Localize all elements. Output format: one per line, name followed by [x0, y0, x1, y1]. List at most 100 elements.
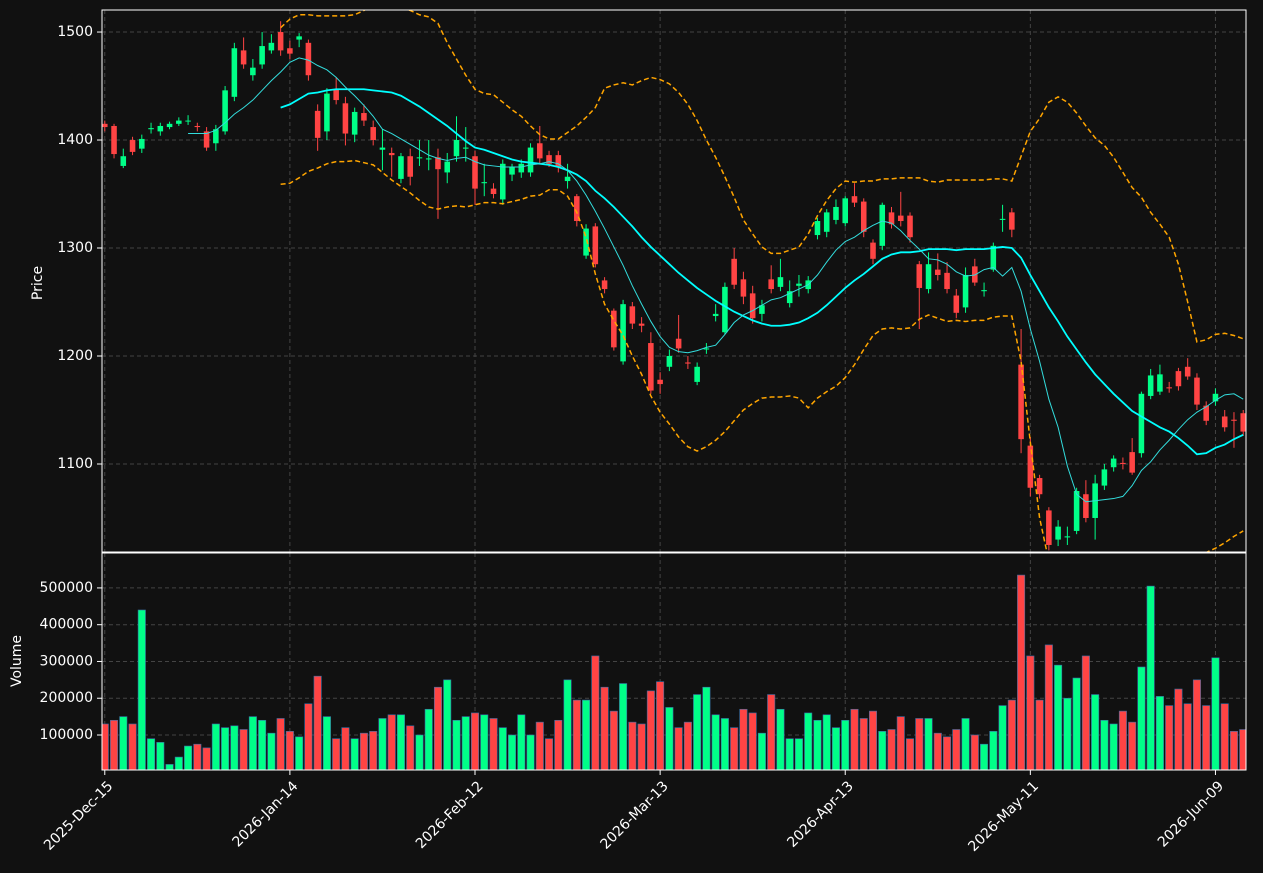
- candle-body: [786, 291, 793, 304]
- volume-bar: [406, 725, 415, 770]
- volume-bar: [1202, 705, 1211, 770]
- volume-bar: [378, 718, 387, 770]
- indicator-line: [188, 57, 1244, 503]
- volume-bar: [258, 719, 267, 770]
- volume-bar: [665, 707, 674, 770]
- volume-bar: [276, 718, 285, 770]
- volume-bar: [915, 718, 924, 770]
- candle-body: [592, 226, 599, 265]
- candle-body: [361, 113, 367, 121]
- volume-bar: [952, 729, 961, 770]
- candle-body: [675, 338, 682, 349]
- candle-body: [435, 157, 441, 170]
- volume-bar: [980, 743, 989, 770]
- candle-body: [444, 161, 451, 173]
- volume-bar: [1054, 664, 1063, 770]
- candle-body: [407, 156, 413, 177]
- y-tick-label: 400000: [40, 617, 93, 633]
- candle-body: [935, 269, 941, 276]
- volume-bar: [359, 732, 368, 770]
- candle-body: [823, 212, 830, 232]
- volume-bar: [711, 714, 720, 770]
- volume-bar: [433, 686, 442, 770]
- candle-body: [981, 290, 987, 292]
- volume-bar: [887, 729, 896, 770]
- volume-bar: [646, 690, 655, 770]
- volume-bar: [498, 727, 507, 770]
- candle-body: [213, 129, 219, 144]
- volume-bar: [313, 675, 322, 770]
- volume-bar: [720, 718, 729, 770]
- candle-body: [250, 67, 256, 76]
- candle-body: [324, 93, 330, 132]
- candle-body: [166, 123, 173, 128]
- candle-body: [860, 201, 867, 232]
- volume-bar: [563, 679, 572, 770]
- volume-bar: [1109, 723, 1118, 770]
- candle-body: [287, 48, 293, 54]
- candle-body: [1120, 462, 1126, 464]
- candle-body: [564, 176, 571, 182]
- volume-bar: [1165, 705, 1174, 770]
- y-tick-label: 1200: [57, 348, 93, 364]
- candle-body: [462, 147, 469, 149]
- candle-body: [768, 279, 774, 290]
- volume-bar: [322, 716, 331, 770]
- candle-body: [601, 280, 608, 290]
- volume-bar: [202, 747, 211, 770]
- candle-body: [1194, 377, 1200, 405]
- volume-bar: [396, 714, 405, 770]
- candle-body: [148, 128, 154, 130]
- candle-body: [1147, 375, 1154, 396]
- volume-bar: [147, 738, 156, 770]
- candle-body: [1009, 212, 1015, 230]
- volume-bar: [461, 716, 470, 770]
- y-tick-label: 500000: [40, 580, 93, 596]
- candle-body: [814, 221, 821, 236]
- y-tick-label: 1100: [57, 456, 93, 472]
- candle-body: [638, 323, 645, 326]
- volume-bar: [804, 712, 813, 770]
- volume-bar: [193, 743, 202, 770]
- volume-bar: [998, 705, 1007, 770]
- volume-bar: [471, 712, 480, 770]
- indicator-line: [280, 159, 1244, 552]
- volume-bar: [554, 719, 563, 770]
- candle-body: [879, 204, 886, 246]
- candle-body: [231, 48, 238, 97]
- volume-bar: [1220, 703, 1229, 770]
- volume-bar: [267, 732, 276, 770]
- candle-body: [139, 138, 145, 149]
- y-tick-label: 100000: [40, 727, 93, 743]
- candle-body: [1221, 416, 1228, 428]
- candle-body: [944, 272, 950, 290]
- candle-body: [509, 167, 515, 175]
- candle-body: [453, 140, 460, 157]
- candle-body: [240, 50, 247, 65]
- candle-body: [277, 32, 284, 51]
- candle-body: [1046, 510, 1052, 545]
- candle-body: [546, 155, 552, 164]
- volume-bar: [424, 708, 433, 770]
- volume-bar: [1035, 699, 1044, 770]
- volume-bar: [1100, 719, 1109, 770]
- candle-body: [1055, 526, 1061, 540]
- candle-body: [176, 120, 182, 124]
- candle-body: [1184, 366, 1191, 377]
- volume-bar: [508, 734, 517, 770]
- volume-bar: [1118, 710, 1127, 770]
- volume-bar: [896, 716, 905, 770]
- volume-bar: [184, 745, 193, 770]
- volume-bar: [748, 712, 757, 770]
- volume-bar: [841, 719, 850, 770]
- candle-body: [1018, 364, 1024, 440]
- candle-body: [1073, 490, 1080, 531]
- volume-bar: [572, 699, 581, 770]
- candle-body: [1110, 458, 1117, 468]
- volume-bar: [517, 714, 526, 770]
- candle-body: [611, 310, 617, 348]
- volume-bar: [906, 738, 915, 770]
- candle-body: [416, 157, 423, 159]
- candle-body: [351, 111, 358, 135]
